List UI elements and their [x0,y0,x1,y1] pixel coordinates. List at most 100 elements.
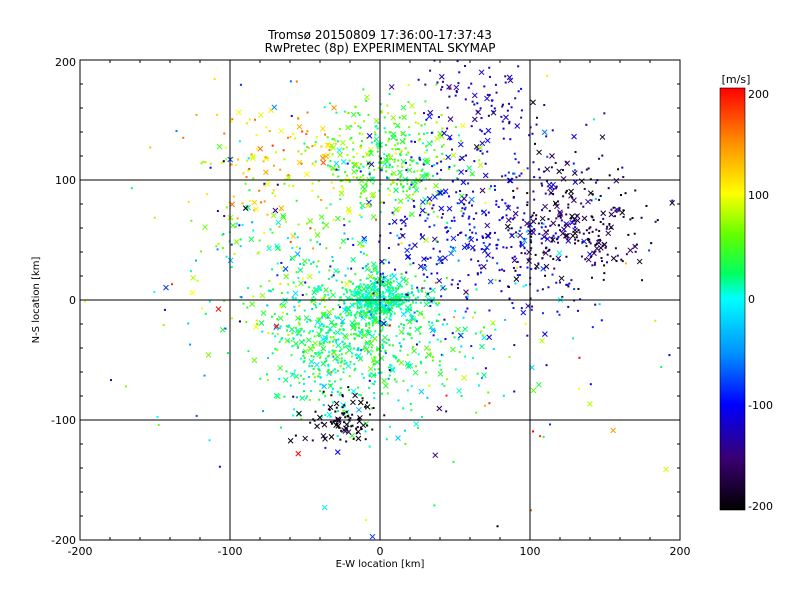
data-point [266,213,269,216]
data-point [332,187,335,190]
data-point-x [370,214,377,220]
data-point [156,415,159,418]
data-point [525,230,528,233]
data-point [263,182,266,185]
data-point [268,130,271,133]
data-point [546,155,549,158]
data-point [271,288,274,291]
data-point [290,354,293,357]
data-point-x [345,124,351,131]
data-point [403,301,406,304]
data-point [264,156,267,159]
data-point [458,71,461,74]
data-point [359,195,362,198]
data-point [374,284,377,287]
data-point [340,332,343,335]
data-point [372,282,375,285]
data-point [443,157,446,160]
data-point [484,162,487,165]
data-point [309,319,312,322]
data-point [350,324,353,327]
data-point [319,383,322,386]
data-point [383,300,386,303]
data-point [327,363,330,366]
data-point [442,143,445,146]
data-point [354,327,357,330]
data-point [306,111,309,114]
data-point [366,401,369,404]
data-point [343,412,346,415]
data-point-x [613,177,620,184]
data-point [574,226,577,229]
data-point [388,286,391,289]
data-point-x [432,194,438,200]
data-point [517,90,520,93]
data-point [465,154,468,157]
data-point-x [571,170,578,176]
data-point [345,361,348,364]
data-point-x [600,210,607,217]
data-point-x [361,332,368,339]
data-point [365,519,368,522]
data-point [306,130,309,133]
data-point [286,291,289,294]
data-point [423,264,426,267]
data-point [320,329,323,332]
data-point [223,214,226,217]
data-point [394,356,397,359]
data-point [294,297,297,300]
data-point [353,122,356,125]
data-point-x [447,116,454,122]
data-point [245,175,248,178]
data-point [251,221,254,224]
data-point-x [320,336,326,342]
data-point [204,161,207,164]
data-point [271,332,274,335]
data-point [409,332,412,335]
data-point [383,153,386,156]
data-point [457,82,460,85]
data-point [312,368,315,371]
data-point [645,204,648,207]
data-point-x [357,399,364,406]
data-point [360,394,363,397]
data-point [317,179,320,182]
data-point [356,305,359,308]
data-point [602,217,605,220]
data-point [434,281,437,284]
data-point [379,103,382,106]
data-point-x [482,172,489,179]
data-point [375,317,378,320]
data-point [526,201,529,204]
data-point [353,369,356,372]
data-point [627,233,630,236]
data-point [303,357,306,360]
data-point [362,120,365,123]
data-point-x [190,274,196,281]
data-point [342,293,345,296]
data-point [352,437,355,440]
data-point [574,242,577,245]
data-point-x [343,334,350,341]
data-point [362,376,365,379]
data-point [549,224,552,227]
data-point [374,311,377,314]
data-point [334,315,337,318]
data-point [416,310,419,313]
data-point [296,333,299,336]
data-point [328,297,331,300]
data-point-x [442,255,448,261]
data-point [310,355,313,358]
data-point-x [404,247,410,254]
data-point [388,131,391,134]
data-point [364,341,367,344]
data-point [371,324,374,327]
data-point [311,365,314,368]
data-point [589,242,592,245]
data-point [426,217,429,220]
data-point [555,217,558,220]
data-point [343,421,346,424]
data-point [385,316,388,319]
data-point [481,152,484,155]
data-point [303,382,306,385]
